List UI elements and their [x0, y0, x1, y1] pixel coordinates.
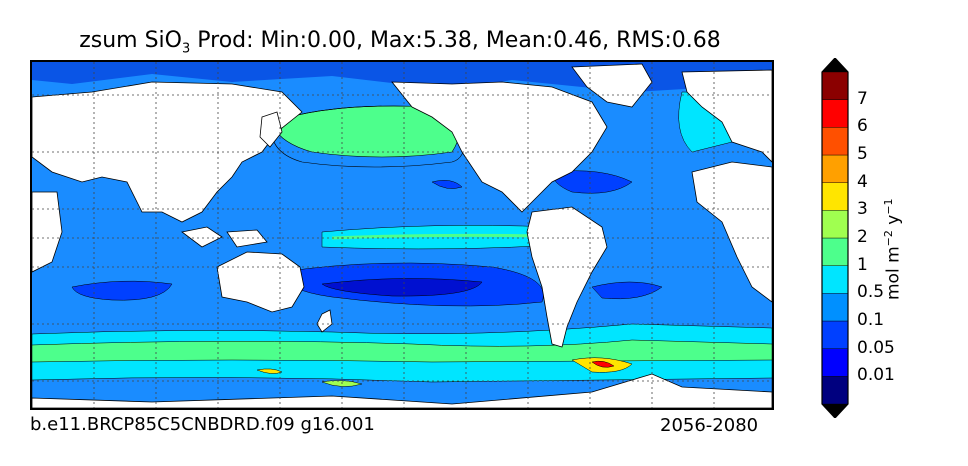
case-name-label: b.e11.BRCP85C5CNBDRD.f09 g16.001: [30, 414, 375, 435]
colorbar-tick-label: 5: [857, 144, 868, 164]
colorbar-band: [821, 348, 849, 377]
africa-east-land: [32, 191, 63, 273]
colorbar-band: [821, 71, 849, 100]
title-prefix: zsum SiO: [79, 28, 182, 53]
colorbar-tick-label: 7: [857, 88, 868, 109]
north-america-land: [391, 81, 608, 213]
colorbar-band: [821, 293, 849, 322]
unit-mid: y: [883, 214, 904, 231]
years-label: 2056-2080: [660, 415, 759, 436]
colorbar-tick-label: 6: [857, 116, 868, 137]
map-plot: [30, 60, 774, 410]
colorbar-band: [821, 376, 849, 405]
south-america-land: [526, 206, 608, 348]
colorbar-border: [821, 58, 849, 418]
title-subscript: 3: [181, 41, 191, 57]
europe-land: [681, 69, 772, 163]
colorbar-band: [821, 265, 849, 294]
colorbar-band: [821, 210, 849, 239]
colorbar-tick-label: 1: [857, 254, 868, 275]
colorbar-band: [821, 320, 849, 349]
colorbar-tick-label: 0.05: [857, 337, 895, 358]
colorbar-band: [821, 182, 849, 211]
indian-gyre: [71, 280, 173, 301]
colorbar-under-arrow: [822, 404, 848, 418]
colorbar-tick-label: 0.1: [857, 310, 885, 330]
colorbar-unit-label: mol m−2 y−1: [882, 198, 904, 300]
map-svg: [32, 62, 772, 408]
map-title: zsum SiO3 Prod: Min:0.00, Max:5.38, Mean…: [0, 28, 800, 56]
colorbar-band: [821, 154, 849, 183]
unit-exp1: −2: [882, 230, 895, 247]
unit-base: mol m: [883, 246, 904, 300]
colorbar-band: [821, 99, 849, 128]
colorbar-tick-label: 0.01: [857, 365, 895, 386]
colorbar: [821, 58, 849, 418]
greenland-land: [571, 63, 653, 108]
colorbar-band: [821, 127, 849, 156]
natl-gyre: [551, 170, 633, 194]
colorbar-over-arrow: [822, 58, 848, 72]
colorbar-tick-label: 4: [857, 171, 868, 192]
title-rest: Prod: Min:0.00, Max:5.38, Mean:0.46, RMS…: [190, 28, 721, 53]
unit-exp2: −1: [882, 198, 895, 215]
map-grid: [32, 62, 772, 408]
satl-gyre: [591, 281, 663, 300]
colorbar-tick-label: 0.5: [857, 282, 885, 303]
colorbar-band: [821, 237, 849, 266]
colorbar-tick-label: 3: [857, 199, 868, 220]
colorbar-tick-label: 2: [857, 227, 868, 247]
